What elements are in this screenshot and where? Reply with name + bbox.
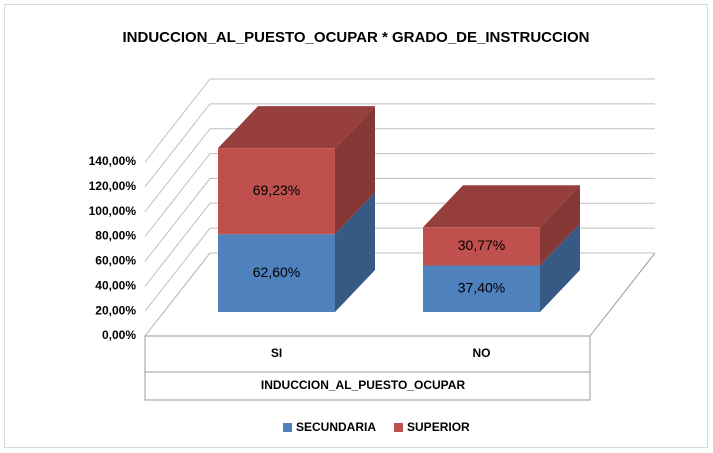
legend-label: SUPERIOR [407,420,470,434]
chart-title: INDUCCION_AL_PUESTO_OCUPAR * GRADO_DE_IN… [122,29,589,46]
x-tick-label: NO [473,346,491,360]
grid-line [144,128,655,213]
bar-side [540,223,580,312]
bar-front [218,234,335,312]
grid-line [144,103,655,188]
y-tick-label: 0,00% [102,328,136,342]
data-label: 30,77% [458,237,505,253]
y-tick-label: 40,00% [95,278,136,292]
bar-segment [423,185,580,266]
grid-line [144,153,655,237]
bar-top [218,106,375,149]
data-label: 69,23% [253,182,300,198]
legend-swatch [394,423,404,432]
legend-swatch [283,423,292,432]
grid-line [144,177,655,262]
bar-side [540,185,580,266]
category-box [144,335,591,401]
bar-top [423,185,580,228]
x-axis-title: INDUCCION_AL_PUESTO_OCUPAR [261,378,466,392]
grid-line [144,78,655,163]
y-tick-label: 100,00% [89,204,137,218]
bar-front [218,148,335,235]
y-tick-label: 20,00% [95,303,136,317]
bar-segment [218,192,375,312]
y-tick-label: 140,00% [89,154,137,168]
bar-segment [423,223,580,312]
floor-edge [589,252,656,337]
data-label: 62,60% [253,264,300,280]
bar-front [423,227,540,266]
legend-label: SECUNDARIA [296,420,376,434]
bar-side [335,192,375,312]
y-tick-label: 80,00% [95,229,136,243]
data-label: 37,40% [458,279,505,295]
bar-segment [218,106,375,235]
bar-front [423,265,540,312]
y-tick-label: 60,00% [95,254,136,268]
bar-side [335,106,375,235]
y-tick-label: 120,00% [89,179,137,193]
x-tick-label: SI [271,346,282,360]
